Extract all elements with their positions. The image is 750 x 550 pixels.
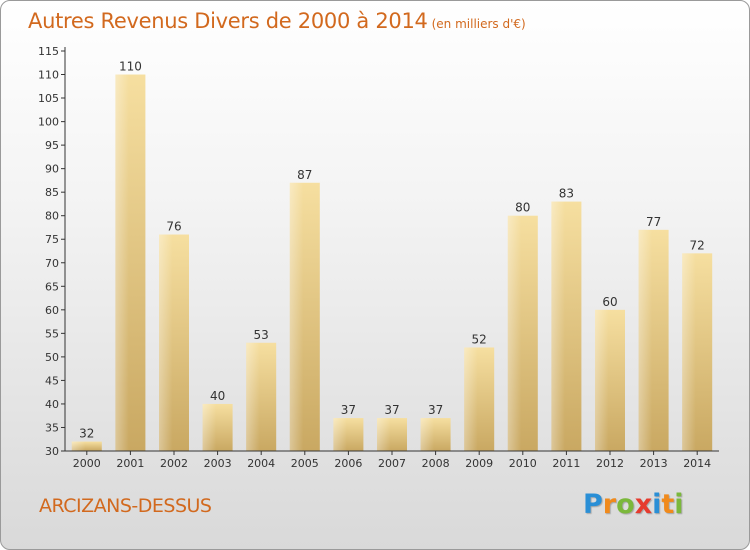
y-tick-label: 35 [45, 421, 59, 434]
logo-letter: o [616, 489, 635, 520]
bar-highlight [333, 418, 347, 451]
x-tick-label: 2009 [465, 457, 493, 470]
bars: 32 110 76 40 53 87 37 37 37 52 80 83 60 77 72 [71, 60, 713, 451]
bar-value-label: 37 [341, 403, 356, 417]
y-tick-label: 110 [38, 69, 59, 82]
bar-value-label: 77 [646, 215, 661, 229]
bar-highlight [246, 342, 260, 451]
bar-highlight [638, 229, 653, 451]
x-tick-label: 2003 [204, 457, 232, 470]
y-axis: 30 35 40 45 50 55 60 65 70 75 80 85 90 95 100 105 110 115 [38, 45, 66, 458]
y-tick-label: 90 [45, 163, 59, 176]
bar-value-label: 52 [472, 332, 487, 346]
bar-value-label: 72 [690, 238, 705, 252]
x-tick-label: 2000 [73, 457, 101, 470]
logo-letter: x [634, 489, 653, 520]
bar-value-label: 83 [559, 187, 574, 201]
bar-value-label: 60 [602, 295, 617, 309]
y-tick-label: 45 [45, 374, 59, 387]
bar-highlight [202, 403, 217, 451]
x-tick-label: 2004 [247, 457, 275, 470]
x-tick-label: 2008 [422, 457, 450, 470]
y-tick-label: 75 [45, 233, 59, 246]
x-tick-label: 2011 [552, 457, 580, 470]
proxiti-logo: Proxiti [583, 489, 684, 520]
bar-value-label: 87 [297, 168, 312, 182]
bar-value-label: 53 [254, 328, 269, 342]
commune-name: ARCIZANS-DESSUS [39, 495, 212, 517]
bar-value-label: 40 [210, 389, 225, 403]
y-tick-label: 40 [45, 398, 59, 411]
x-tick-label: 2002 [160, 457, 188, 470]
y-tick-label: 70 [45, 257, 59, 270]
y-tick-label: 80 [45, 210, 59, 223]
x-axis: 2000 2001 2002 2003 2004 2005 2006 2007 2008 2009… [65, 450, 719, 470]
logo-letter: i [652, 489, 662, 520]
y-tick-label: 95 [45, 139, 59, 152]
logo-letter: r [602, 489, 617, 520]
x-tick-label: 2007 [378, 457, 406, 470]
chart-title-text: Autres Revenus Divers de 2000 à 2014 [28, 9, 428, 33]
bar-highlight [71, 441, 86, 451]
bar-highlight [595, 309, 609, 451]
bar-highlight [420, 418, 435, 451]
chart-unit: (en milliers d'€) [431, 17, 526, 31]
y-tick-label: 50 [45, 351, 59, 364]
logo-letter: t [661, 489, 675, 520]
y-tick-label: 100 [38, 116, 59, 129]
x-tick-label: 2014 [683, 457, 711, 470]
y-tick-label: 30 [45, 445, 59, 458]
bar-highlight [464, 347, 478, 451]
bar-highlight [507, 215, 522, 451]
y-tick-label: 105 [38, 92, 59, 105]
y-tick-label: 65 [45, 280, 59, 293]
logo-letter: P [583, 489, 603, 520]
bar-value-label: 110 [119, 60, 142, 74]
y-tick-label: 115 [38, 45, 59, 58]
x-tick-label: 2001 [116, 457, 144, 470]
x-tick-label: 2013 [640, 457, 668, 470]
bar-value-label: 37 [428, 403, 443, 417]
bar-highlight [159, 234, 173, 451]
bar-value-label: 76 [166, 220, 181, 234]
bar-value-label: 80 [515, 201, 530, 215]
x-tick-label: 2012 [596, 457, 624, 470]
x-tick-label: 2005 [291, 457, 319, 470]
y-tick-label: 60 [45, 304, 59, 317]
bar-2000 [71, 441, 102, 451]
bar-value-label: 37 [384, 403, 399, 417]
chart-title: Autres Revenus Divers de 2000 à 2014 (en … [28, 9, 526, 33]
bar-highlight [115, 74, 129, 451]
logo-letter: i [674, 489, 684, 520]
bar-highlight [682, 253, 696, 451]
bar-value-label: 32 [79, 427, 94, 441]
y-tick-label: 85 [45, 186, 59, 199]
x-tick-label: 2010 [509, 457, 537, 470]
bar-highlight [289, 182, 304, 451]
bar-highlight [551, 201, 565, 451]
x-tick-label: 2006 [334, 457, 362, 470]
y-tick-label: 55 [45, 327, 59, 340]
bar-highlight [377, 418, 391, 451]
